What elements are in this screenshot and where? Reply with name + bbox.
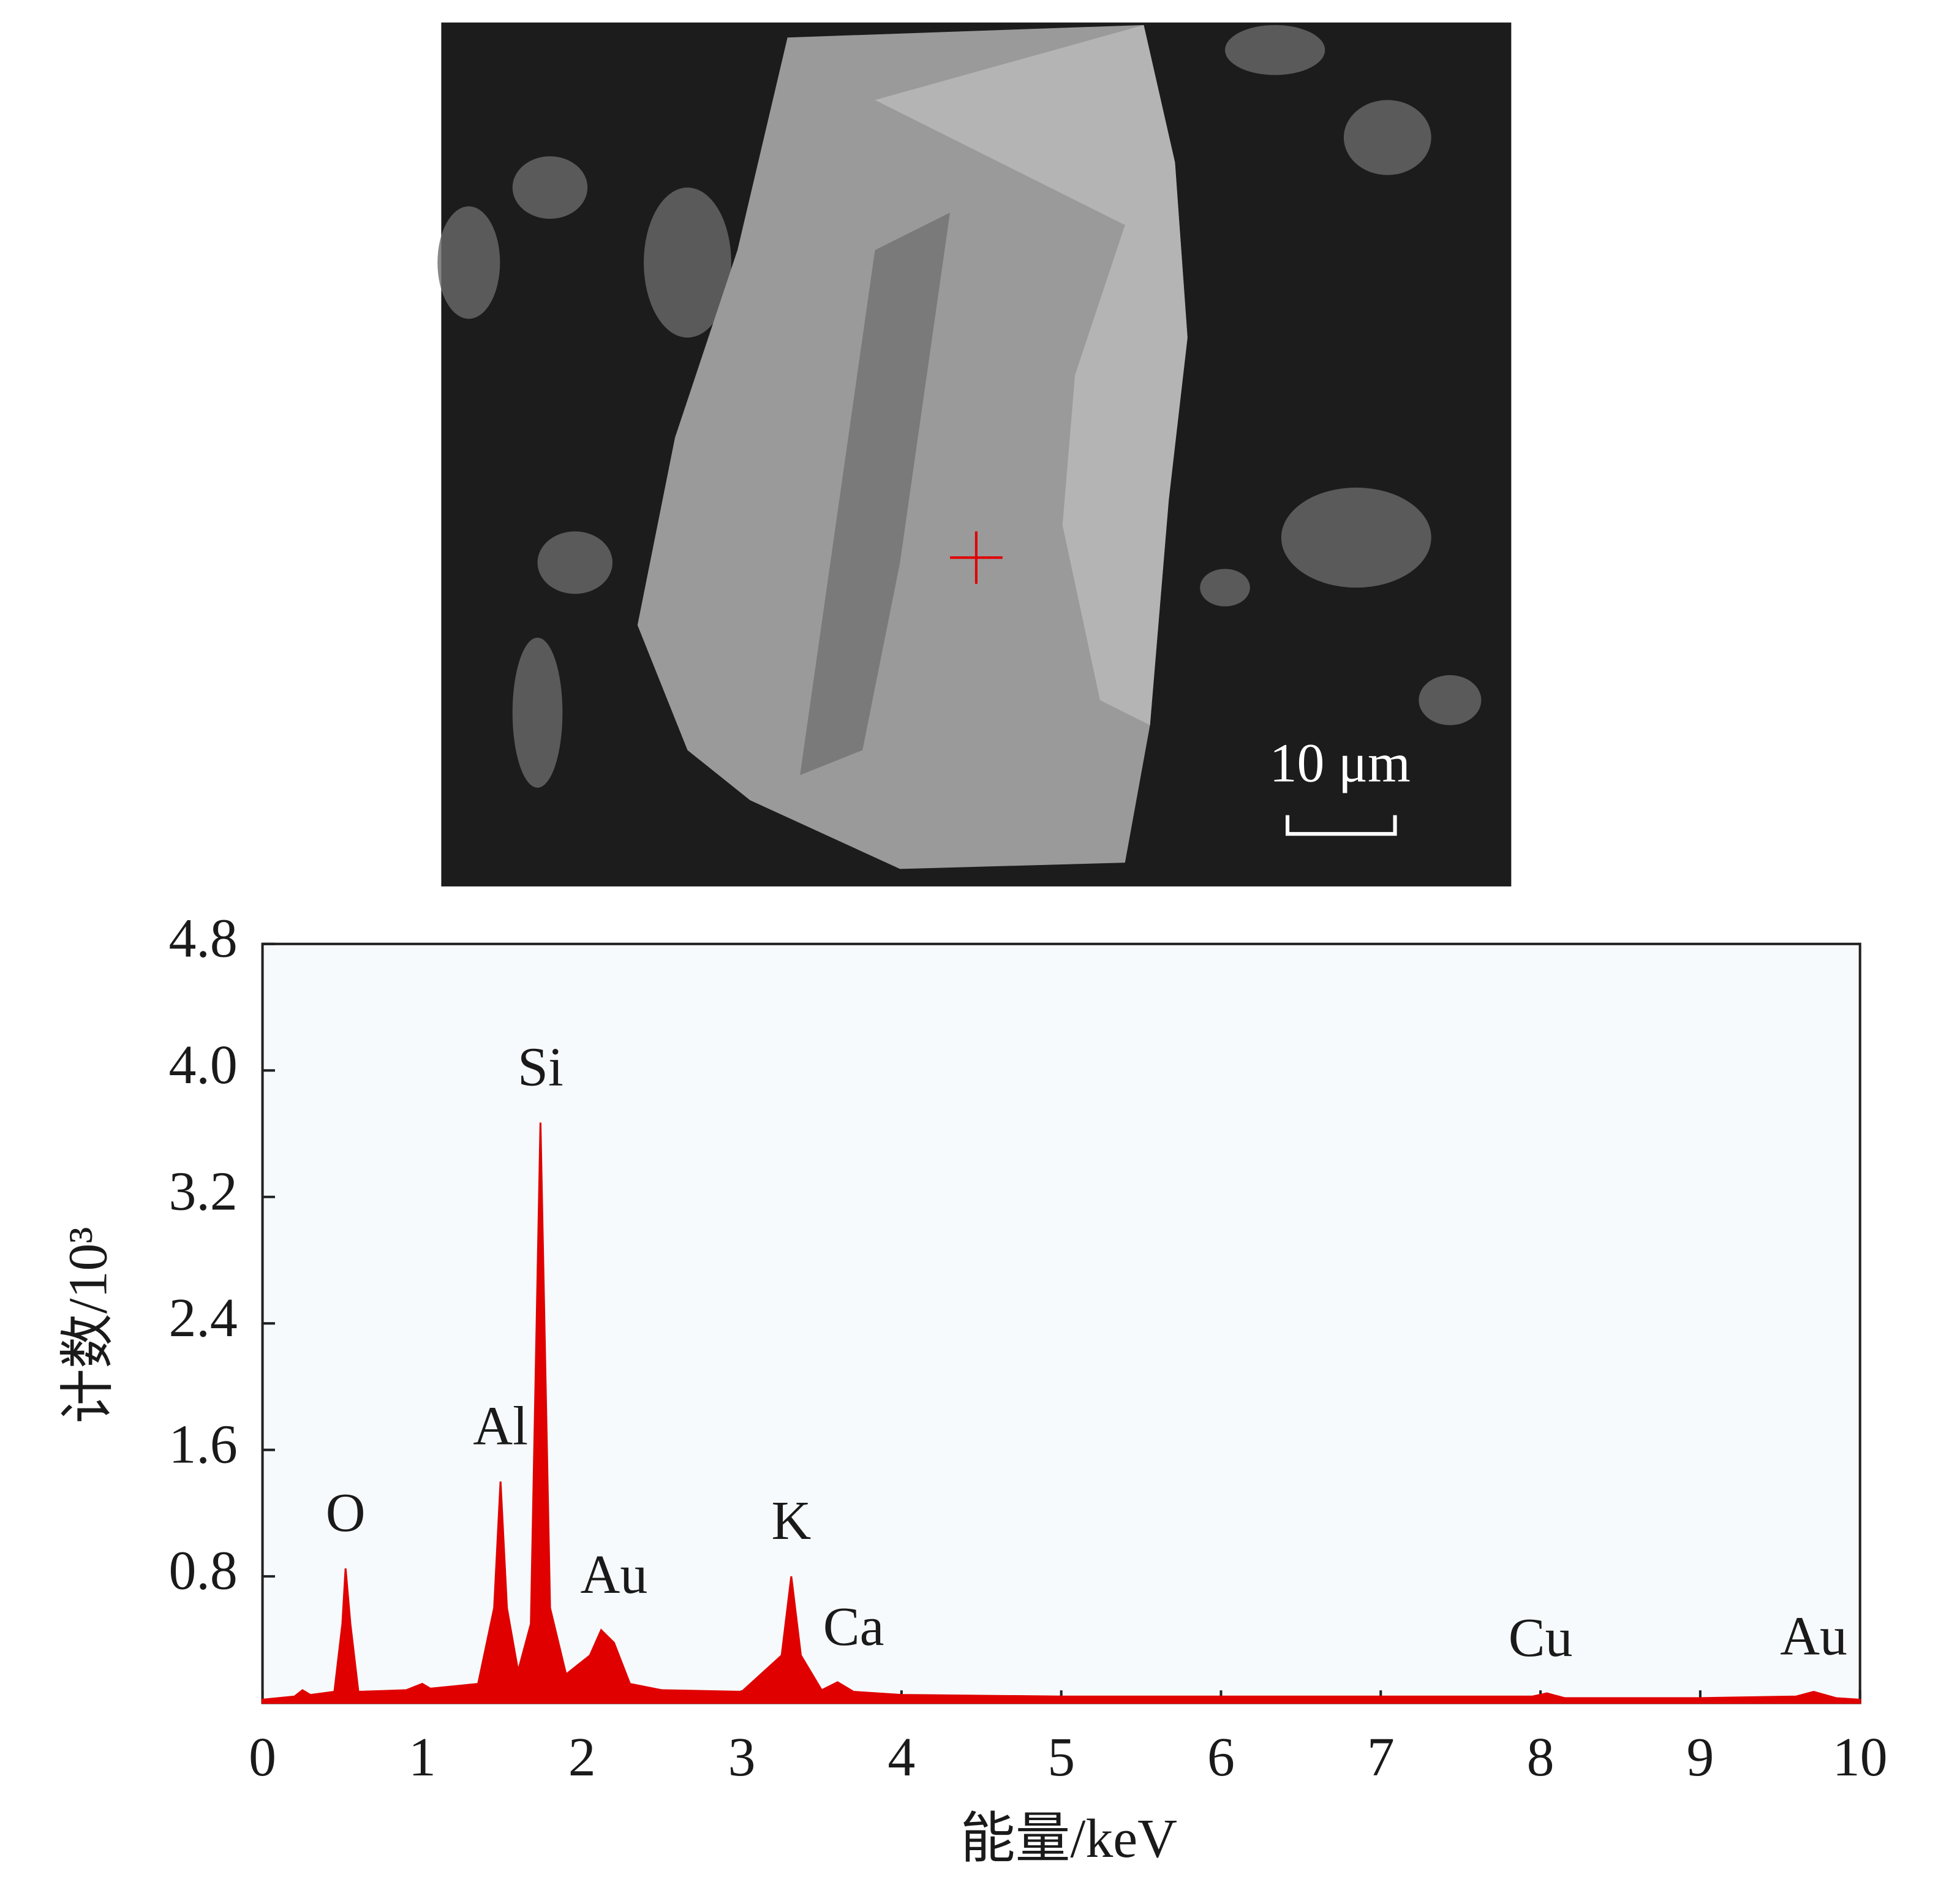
x-tick-label: 0 — [249, 1727, 276, 1788]
sem-particle-shadow — [800, 212, 951, 776]
x-tick-label: 2 — [568, 1727, 596, 1788]
y-tick-label: 2.4 — [169, 1288, 238, 1348]
scale-bar-label: 10 μm — [1270, 733, 1411, 794]
peak-label: Cu — [1509, 1608, 1573, 1668]
x-axis-label: 能量/keV — [960, 1808, 1177, 1869]
sem-particle-face — [875, 25, 1188, 725]
x-tick-label: 3 — [728, 1727, 756, 1788]
y-tick-label: 0.8 — [169, 1541, 238, 1601]
x-tick-label: 7 — [1367, 1727, 1395, 1788]
peak-label: Au — [581, 1544, 648, 1605]
y-tick-label: 4.0 — [169, 1035, 238, 1095]
x-tick-label: 9 — [1686, 1727, 1714, 1788]
spectrum-area — [262, 1122, 1861, 1704]
peak-label: Au — [1780, 1606, 1847, 1667]
peak-label: Al — [473, 1396, 528, 1456]
x-tick-label: 1 — [409, 1727, 436, 1788]
sem-image: 10 μm — [437, 22, 1512, 886]
y-axis-label: 计数/10³ — [58, 1227, 119, 1424]
peak-label: Ca — [823, 1597, 884, 1657]
y-tick-label: 4.8 — [169, 908, 238, 969]
x-tick-label: 8 — [1527, 1727, 1555, 1788]
plot-area — [261, 942, 1861, 1704]
y-tick-label: 3.2 — [169, 1161, 238, 1222]
x-tick-label: 4 — [888, 1727, 915, 1788]
x-tick-label: 5 — [1047, 1727, 1075, 1788]
peak-label: O — [326, 1483, 366, 1543]
peak-label: Si — [518, 1037, 564, 1097]
y-tick-label: 1.6 — [169, 1414, 238, 1475]
x-tick-label: 6 — [1207, 1727, 1235, 1788]
sem-cross — [950, 531, 1003, 584]
peak-label: K — [771, 1491, 811, 1551]
x-tick-label: 10 — [1833, 1727, 1888, 1788]
scale-bar — [1285, 815, 1397, 836]
sem-debris — [437, 25, 1482, 788]
